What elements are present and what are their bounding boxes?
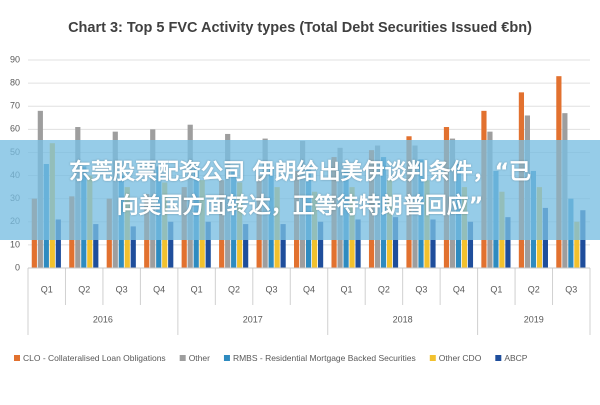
- bar: [392, 217, 399, 268]
- y-tick-label: 60: [10, 124, 20, 134]
- legend-label: CLO - Collateralised Loan Obligations: [23, 353, 166, 363]
- x-tick-label: Q4: [303, 284, 315, 294]
- legend-label: Other: [189, 353, 210, 363]
- y-tick-label: 90: [10, 54, 20, 64]
- x-tick-label: Q3: [565, 284, 577, 294]
- bar: [430, 219, 436, 268]
- y-tick-label: 70: [10, 101, 20, 111]
- bar: [574, 221, 580, 268]
- news-banner: 东莞股票配资公司 伊朗给出美伊谈判条件，“已 向美国方面转达，正等待特朗普回应”: [0, 140, 600, 240]
- x-tick-label: Q2: [78, 284, 90, 294]
- legend-swatch: [179, 355, 186, 361]
- legend-swatch: [495, 355, 502, 361]
- bar: [93, 224, 99, 268]
- bar: [355, 219, 361, 268]
- x-tick-label: Q1: [191, 284, 203, 294]
- legend-swatch: [429, 355, 436, 361]
- chart-title: Chart 3: Top 5 FVC Activity types (Total…: [68, 20, 532, 36]
- x-tick-label: Q3: [116, 284, 128, 294]
- bar: [317, 221, 324, 268]
- x-tick-label: Q4: [453, 284, 465, 294]
- legend-swatch: [14, 355, 20, 361]
- x-tick-label: Q2: [228, 284, 240, 294]
- bar: [280, 224, 286, 268]
- x-group-label: 2019: [524, 314, 544, 324]
- x-tick-label: Q1: [340, 284, 352, 294]
- x-group-label: 2018: [393, 314, 413, 324]
- x-group-label: 2016: [93, 314, 113, 324]
- bar: [205, 221, 211, 268]
- bar: [467, 221, 474, 268]
- y-tick-label: 80: [10, 77, 20, 87]
- x-tick-label: Q2: [378, 284, 390, 294]
- banner-line: 向美国方面转达，正等待特朗普回应”: [116, 194, 484, 219]
- x-group-label: 2017: [243, 314, 263, 324]
- bar: [55, 219, 61, 268]
- y-tick-label: 0: [15, 262, 20, 272]
- banner-line: 东莞股票配资公司 伊朗给出美伊谈判条件，“已: [68, 160, 532, 185]
- legend-swatch: [223, 355, 230, 361]
- bar: [505, 217, 511, 268]
- bar: [243, 224, 249, 268]
- x-tick-label: Q3: [415, 284, 427, 294]
- x-tick-label: Q1: [41, 284, 53, 294]
- legend-label: Other CDO: [439, 353, 482, 363]
- x-tick-label: Q4: [153, 284, 165, 294]
- legend-label: RMBS - Residential Mortgage Backed Secur…: [233, 353, 416, 363]
- x-tick-label: Q3: [266, 284, 278, 294]
- legend-label: ABCP: [504, 353, 527, 363]
- bar: [130, 226, 136, 268]
- y-tick-label: 10: [10, 239, 20, 249]
- bar: [168, 221, 174, 268]
- x-tick-label: Q1: [490, 284, 502, 294]
- x-tick-label: Q2: [528, 284, 540, 294]
